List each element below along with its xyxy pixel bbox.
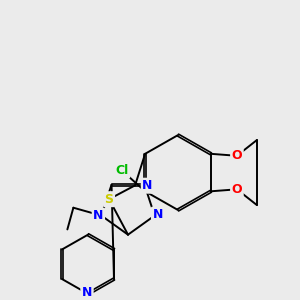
Text: O: O [232, 183, 242, 196]
Text: S: S [105, 193, 114, 206]
Text: N: N [152, 208, 163, 221]
Text: N: N [142, 179, 153, 192]
Text: O: O [232, 149, 242, 162]
Text: N: N [93, 209, 103, 222]
Text: N: N [82, 286, 92, 299]
Text: Cl: Cl [116, 164, 129, 177]
